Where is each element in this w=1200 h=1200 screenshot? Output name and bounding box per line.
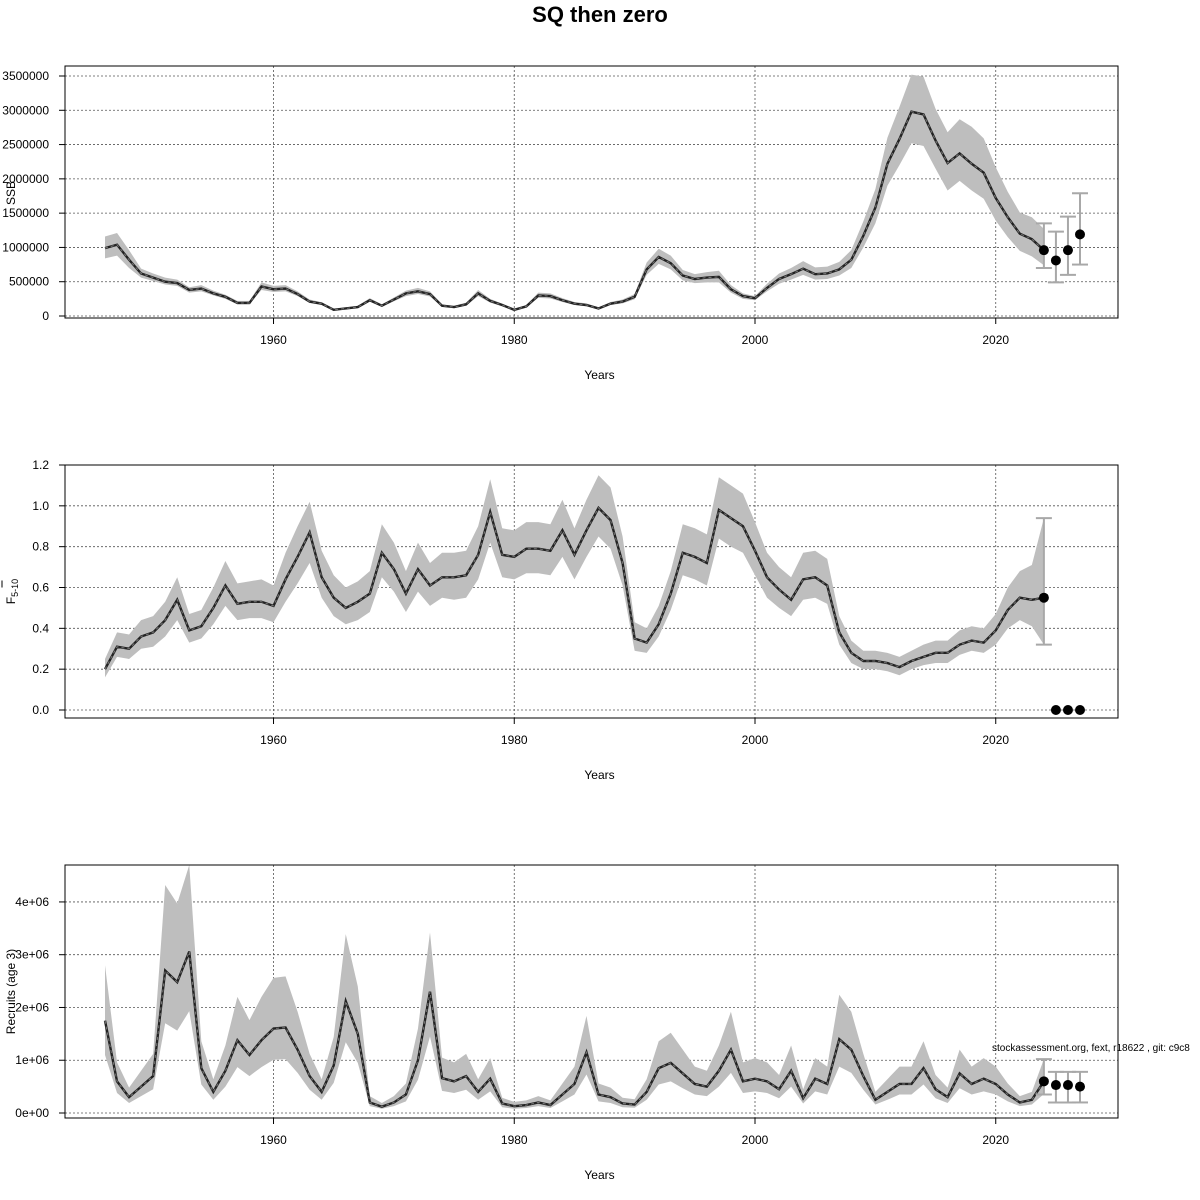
f-xtick-label: 1980 [501, 733, 528, 747]
f-xtick-label: 1960 [260, 733, 287, 747]
ssb-projection-point [1075, 229, 1085, 240]
ssb-ytick-label: 1000000 [2, 240, 49, 254]
recruits-xtick-label: 1960 [260, 1133, 287, 1147]
f-confidence-band [105, 475, 1044, 678]
ssb-projection-point [1038, 245, 1049, 256]
recruits-yaxis-title: Recruits (age 3) [4, 949, 18, 1034]
ssb-xtick-label: 2020 [982, 333, 1009, 347]
ssb-ytick-label: 2000000 [2, 172, 49, 186]
ssb-xtick-label: 1980 [501, 333, 528, 347]
f-projection-point [1050, 705, 1061, 715]
chart-title: SQ then zero [532, 2, 668, 27]
ssb-plot-frame [64, 65, 1119, 319]
recruits-panel: 1960 1980 2000 2020 0e+00 1e+06 2e+06 3e+06 4e+0… [4, 864, 1119, 1182]
f-ytick-label: 0.4 [32, 621, 49, 635]
ssb-ytick-label: 500000 [9, 275, 49, 289]
recruits-ytick-label: 1e+06 [15, 1053, 49, 1067]
recruits-xtick-label: 1980 [501, 1133, 528, 1147]
recruits-projection-point [1038, 1076, 1049, 1087]
f-ytick-label: 1.0 [32, 499, 49, 513]
ssb-ytick-label: 3000000 [2, 103, 49, 117]
f-projection-point [1038, 592, 1049, 603]
ssb-estimate-dash [104, 111, 1045, 311]
ssb-projection-point [1050, 255, 1061, 266]
f-xtick-label: 2020 [982, 733, 1009, 747]
ssb-ytick-label: 3500000 [2, 69, 49, 83]
ssb-projection-point [1062, 245, 1073, 256]
recruits-xtick-label: 2020 [982, 1133, 1009, 1147]
ssb-ytick-label: 2500000 [2, 138, 49, 152]
f-ytick-label: 0.6 [32, 581, 49, 595]
footnote: stockassessment.org, fext, r18622 , git:… [992, 1043, 1190, 1054]
recruits-confidence-band [105, 865, 1044, 1109]
f-estimate-dash [104, 507, 1044, 670]
f-ytick-label: 0.2 [32, 662, 49, 676]
f-projection-point [1075, 705, 1085, 715]
f-ytick-label: 0.0 [32, 703, 49, 717]
recruits-ytick-label: 3e+06 [15, 948, 49, 962]
recruits-xtick-label: 2000 [742, 1133, 769, 1147]
ssb-ytick-label: 1500000 [2, 206, 49, 220]
f-xaxis-title: Years [584, 768, 614, 782]
fishing-mortality-panel: 1960 1980 2000 2020 0.0 0.2 0.4 0.6 0.8 1.0 1.2 Yea… [1, 458, 1119, 782]
recruits-projection-point [1062, 1080, 1073, 1091]
ssb-ytick-label: 0 [42, 309, 49, 323]
ssb-xtick-label: 1960 [260, 333, 287, 347]
f-ytick-label: 0.8 [32, 540, 49, 554]
recruits-xaxis-title: Years [584, 1168, 614, 1182]
f-xtick-label: 2000 [742, 733, 769, 747]
f-ytick-label: 1.2 [32, 458, 49, 472]
f-projection-point [1062, 705, 1073, 715]
recruits-ytick-label: 2e+06 [15, 1000, 49, 1014]
recruits-projection-point [1050, 1080, 1061, 1091]
ssb-xaxis-title: Years [584, 368, 614, 382]
ssb-confidence-band [105, 74, 1044, 311]
ssb-yaxis-title: SSB [4, 181, 18, 205]
recruits-plot-frame [64, 864, 1119, 1119]
ssb-panel: 1960 1980 2000 2020 0 500000 1000000 1500000 200… [2, 65, 1119, 382]
recruits-ytick-label: 0e+00 [15, 1106, 49, 1120]
ssb-xtick-label: 2000 [742, 333, 769, 347]
recruits-estimate-dash [104, 951, 1045, 1108]
recruits-projection-point [1075, 1081, 1085, 1092]
f-plot-frame [64, 464, 1119, 719]
f-yaxis-title: F5-10 [4, 579, 20, 604]
recruits-ytick-label: 4e+06 [15, 895, 49, 909]
